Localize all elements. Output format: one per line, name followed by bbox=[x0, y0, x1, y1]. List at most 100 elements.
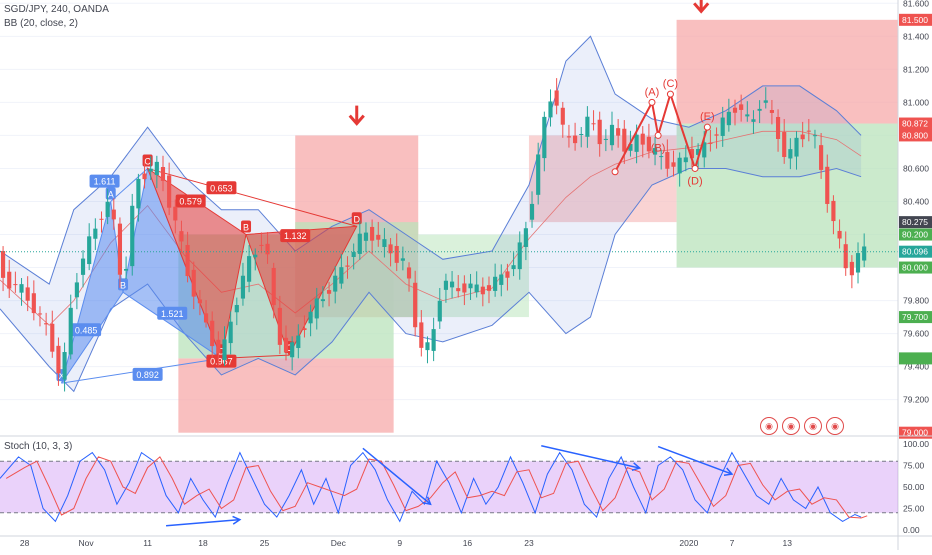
candle-body bbox=[849, 261, 854, 276]
position-box bbox=[528, 135, 677, 223]
candle-body bbox=[382, 239, 387, 247]
candle bbox=[843, 231, 848, 276]
candle-body bbox=[788, 149, 793, 159]
alert-icon[interactable]: ◉ bbox=[760, 417, 778, 435]
elliott-point bbox=[691, 164, 699, 172]
candle bbox=[326, 281, 332, 307]
candle bbox=[13, 271, 18, 293]
price-label-text: 80.275 bbox=[902, 217, 928, 227]
time-tick: 11 bbox=[143, 538, 152, 548]
candle bbox=[474, 271, 479, 298]
candle-body bbox=[616, 128, 621, 136]
alert-icon[interactable]: ◉ bbox=[826, 417, 844, 435]
ratio-label-text: 1.611 bbox=[94, 177, 116, 187]
ratio-label: 1.521 bbox=[157, 306, 188, 320]
candle-body bbox=[665, 152, 670, 169]
candle-body bbox=[265, 243, 270, 255]
price-label-box bbox=[899, 13, 932, 26]
candle-body bbox=[745, 114, 750, 117]
candle-body bbox=[308, 311, 313, 324]
candle bbox=[265, 232, 270, 264]
trend-arrow-line bbox=[657, 445, 733, 475]
price-tick: 80.400 bbox=[903, 196, 929, 206]
candle-body bbox=[357, 233, 362, 254]
pattern-point-text: D bbox=[218, 346, 225, 356]
price-label: 80.800 bbox=[899, 129, 932, 142]
candle-body bbox=[659, 156, 664, 158]
candle bbox=[425, 336, 430, 364]
candle-body bbox=[609, 124, 615, 146]
candle-body bbox=[148, 168, 153, 172]
symbol-title: SGD/JPY, 240, OANDA bbox=[4, 4, 109, 15]
candle-body bbox=[837, 230, 842, 239]
candle-body bbox=[87, 236, 92, 265]
price-tick: 81.600 bbox=[903, 0, 929, 8]
candle-body bbox=[652, 148, 658, 155]
candle-body bbox=[216, 339, 221, 354]
ratio-label: 1.132 bbox=[280, 229, 311, 243]
candle bbox=[370, 219, 375, 254]
price-label-box bbox=[899, 245, 932, 258]
candle bbox=[825, 154, 830, 213]
candle-body bbox=[806, 130, 811, 132]
ratio-label-box bbox=[132, 367, 163, 381]
candle bbox=[831, 195, 836, 235]
candle-body bbox=[474, 284, 479, 293]
candle-body bbox=[468, 283, 473, 289]
trend-arrow-head bbox=[631, 462, 642, 471]
candle bbox=[677, 152, 682, 187]
candle bbox=[548, 89, 553, 127]
down-arrow-head bbox=[693, 2, 710, 14]
candle bbox=[505, 263, 510, 291]
candle-body bbox=[671, 162, 676, 167]
candle-body bbox=[228, 321, 233, 344]
candle-body bbox=[819, 145, 824, 170]
candle-body bbox=[167, 175, 172, 208]
candle-body bbox=[462, 283, 467, 293]
candle bbox=[714, 127, 719, 149]
candle bbox=[726, 98, 731, 132]
candle-body bbox=[794, 137, 799, 157]
price-label bbox=[899, 352, 932, 365]
candle-body bbox=[37, 313, 43, 315]
price-label-box bbox=[899, 261, 932, 274]
candle-body bbox=[511, 265, 516, 270]
candle-body bbox=[93, 228, 98, 239]
candle-body bbox=[683, 157, 688, 163]
price-label-box bbox=[899, 228, 932, 241]
stoch-trend-arrow bbox=[166, 515, 242, 527]
candle-body bbox=[376, 234, 381, 240]
candle bbox=[93, 218, 98, 250]
alert-icon[interactable]: ◉ bbox=[782, 417, 800, 435]
stoch-d-line bbox=[5, 456, 868, 519]
candle bbox=[646, 123, 651, 159]
price-tick: 81.000 bbox=[903, 97, 929, 107]
candle-body bbox=[419, 322, 424, 348]
candle-body bbox=[388, 244, 393, 254]
price-label: 80.200 bbox=[899, 228, 932, 241]
candle bbox=[468, 273, 473, 301]
candle bbox=[542, 111, 547, 172]
candle bbox=[849, 255, 854, 289]
ratio-label-box bbox=[89, 174, 120, 188]
candle-body bbox=[437, 300, 442, 322]
ratio-label-text: 0.485 bbox=[75, 325, 98, 335]
candle-body bbox=[554, 90, 559, 106]
candle-body bbox=[843, 244, 848, 269]
candle-body bbox=[585, 116, 590, 137]
candle-body bbox=[253, 254, 258, 258]
price-label-text: 79.700 bbox=[902, 312, 928, 322]
elliott-wave-line bbox=[614, 90, 709, 173]
alert-icon[interactable]: ◉ bbox=[804, 417, 822, 435]
candle bbox=[640, 126, 645, 158]
candle-body bbox=[425, 342, 430, 351]
candle-body bbox=[296, 335, 301, 349]
candle-body bbox=[370, 226, 375, 241]
down-arrow-head bbox=[348, 114, 365, 126]
ratio-label: 0.485 bbox=[71, 323, 102, 337]
candle bbox=[222, 326, 227, 367]
candle-body bbox=[25, 287, 30, 301]
candle-body bbox=[31, 293, 36, 314]
